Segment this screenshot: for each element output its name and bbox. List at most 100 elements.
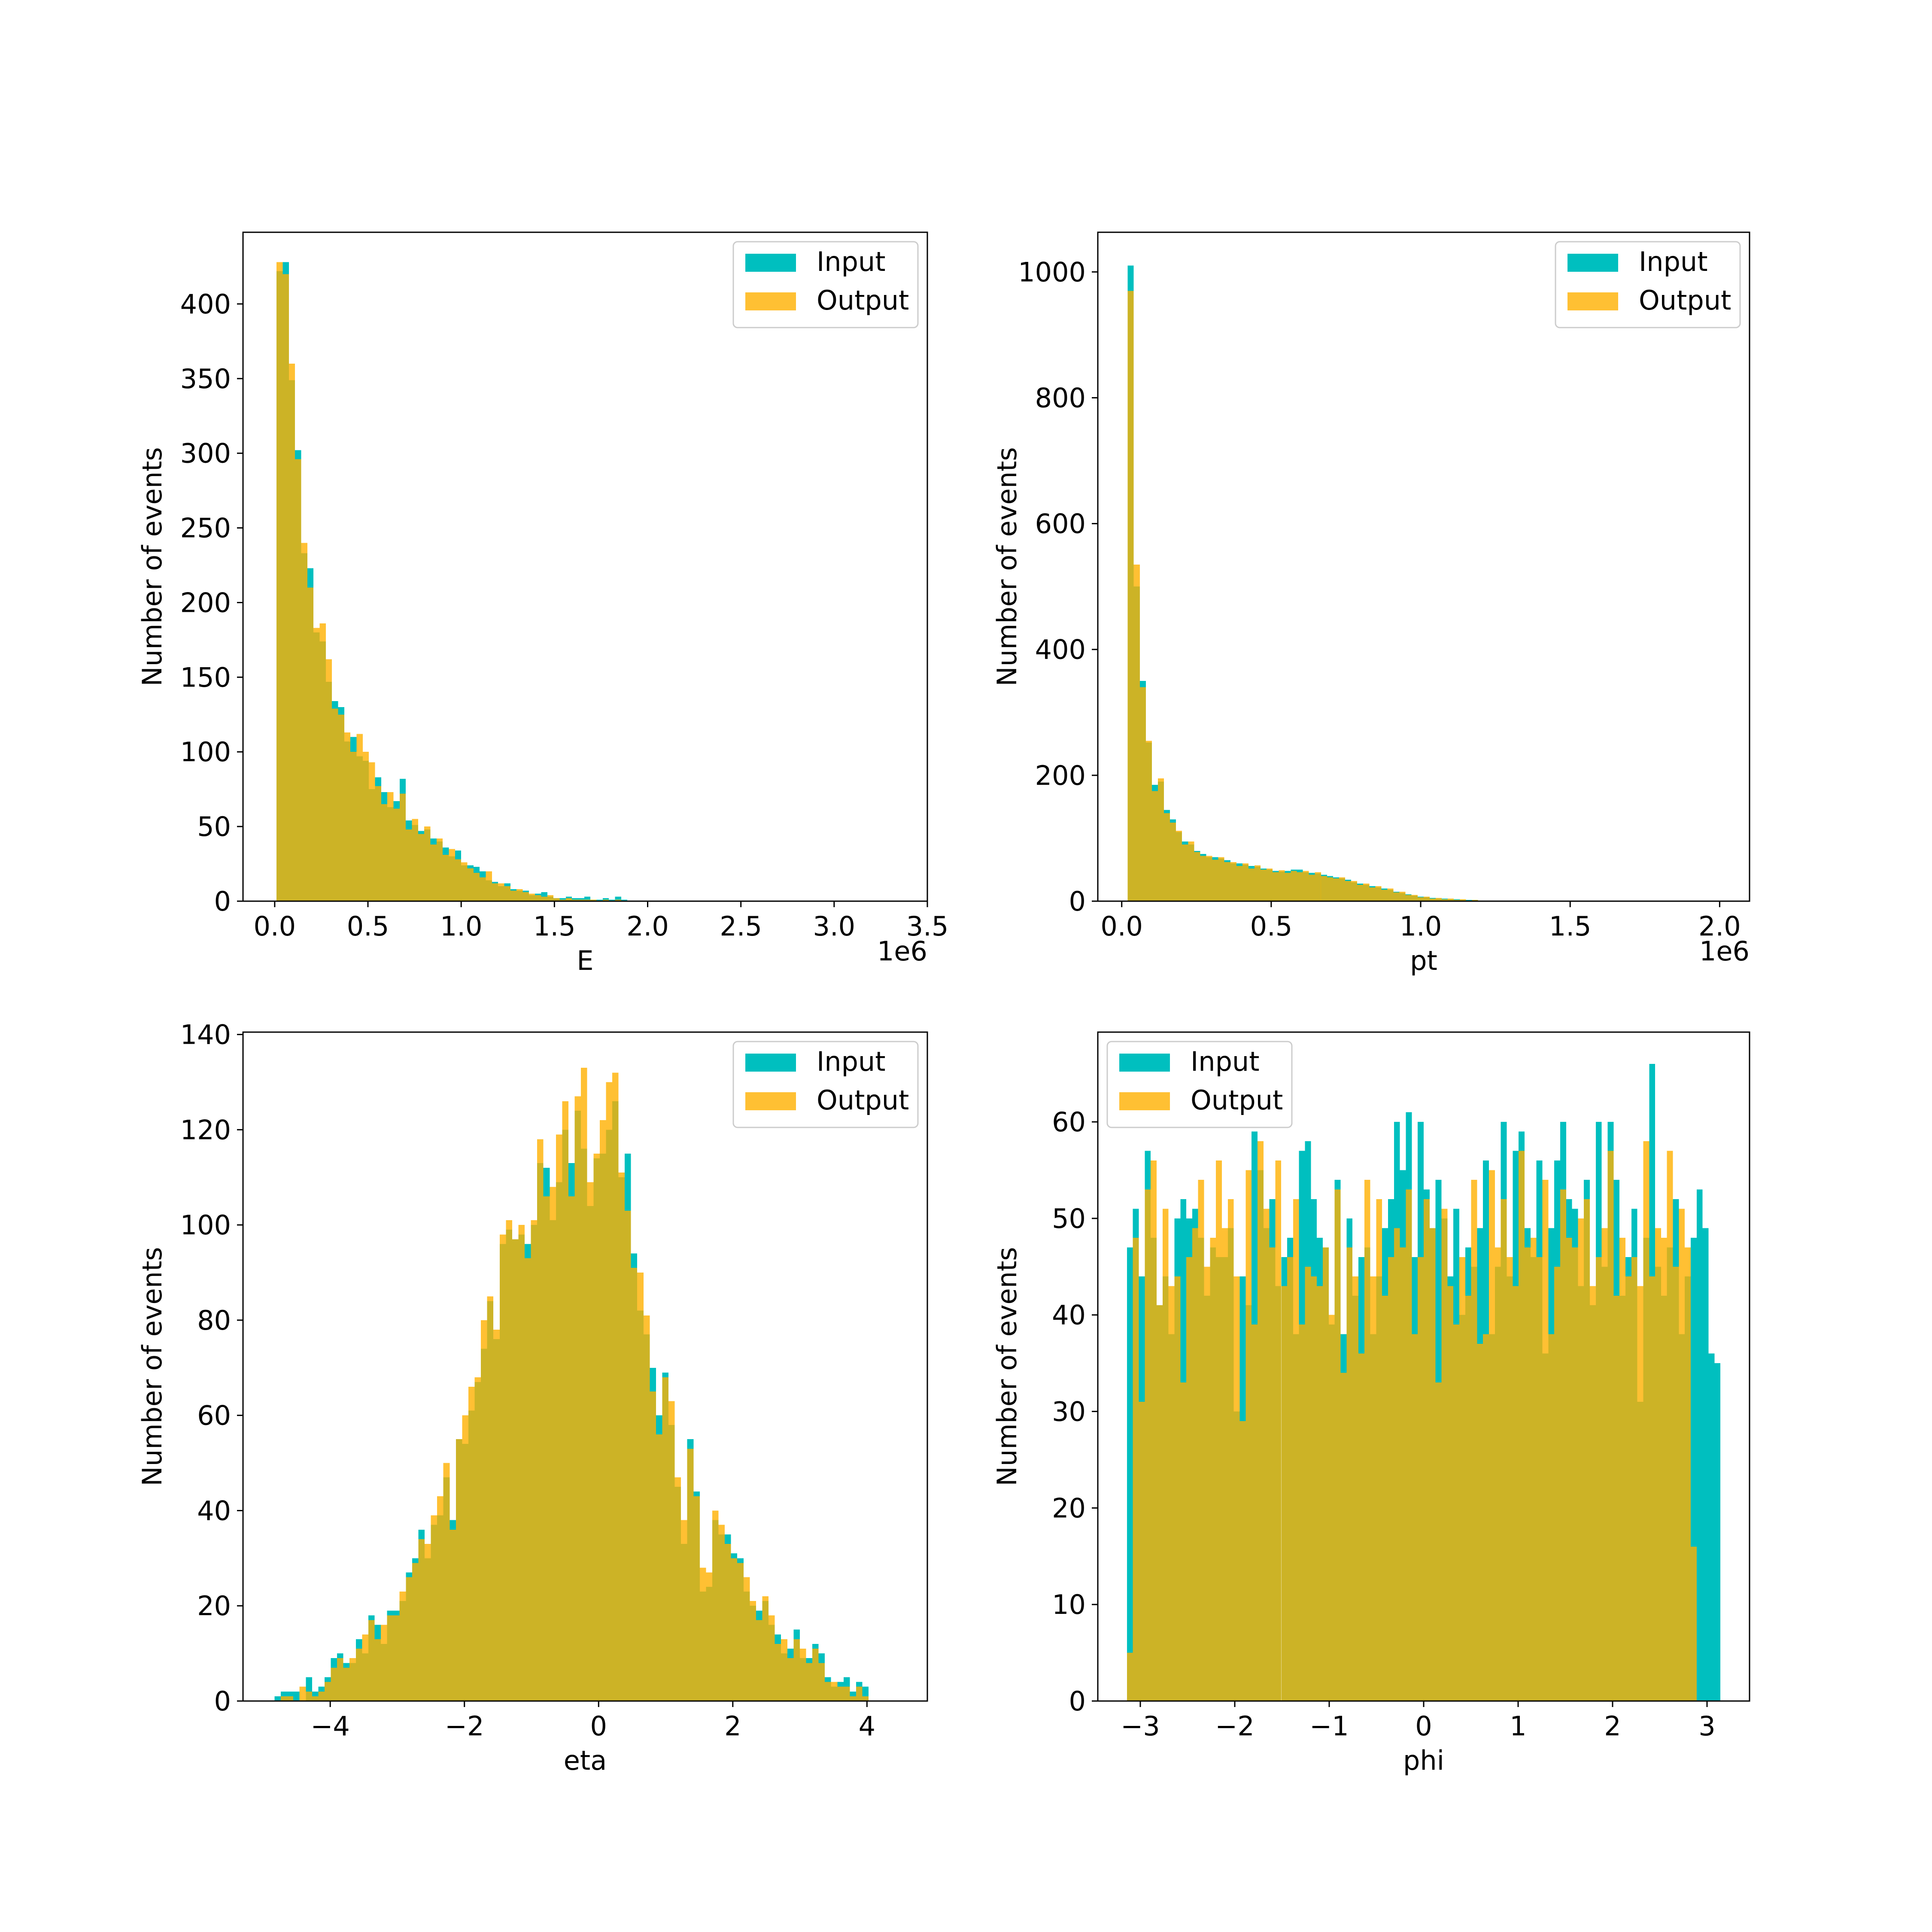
output-bar <box>699 1567 706 1701</box>
output-bar <box>1685 1247 1691 1701</box>
output-bar <box>712 1510 719 1701</box>
output-bar <box>468 1387 475 1701</box>
y-tick-label: 120 <box>180 1114 231 1145</box>
output-bar <box>725 1544 731 1701</box>
output-bar <box>1311 1276 1317 1701</box>
output-bar <box>537 1139 544 1701</box>
output-bar <box>818 1663 825 1701</box>
y-tick-label: 40 <box>1052 1300 1086 1331</box>
output-bar <box>498 883 504 901</box>
output-bar <box>431 1515 437 1701</box>
input-bar <box>596 899 603 901</box>
legend-swatch-output <box>1119 1092 1170 1110</box>
output-bar <box>306 1691 312 1701</box>
output-bar <box>1222 1228 1228 1701</box>
output-bar <box>331 1668 337 1701</box>
output-bar <box>1194 852 1200 901</box>
output-bar <box>437 1496 444 1701</box>
output-bar <box>1248 868 1255 901</box>
output-bar <box>1548 1334 1555 1701</box>
output-bar <box>1388 1257 1394 1701</box>
output-bar <box>1257 1141 1264 1701</box>
y-tick-label: 300 <box>180 438 231 469</box>
output-bar <box>1145 741 1152 901</box>
output-bar <box>681 1520 687 1701</box>
output-bar <box>812 1649 819 1701</box>
output-bar <box>1127 1653 1133 1701</box>
output-bar <box>1133 1237 1139 1701</box>
output-bar <box>706 1572 712 1701</box>
output-bar <box>668 1401 675 1701</box>
output-bar <box>1139 687 1146 901</box>
output-bar <box>625 1210 631 1701</box>
output-bar <box>615 899 621 901</box>
output-bar <box>837 1686 844 1701</box>
output-bar <box>504 886 510 901</box>
output-bar <box>1601 1228 1608 1701</box>
y-tick-label: 80 <box>197 1305 231 1336</box>
output-bar <box>295 459 301 901</box>
output-bar <box>1595 1257 1602 1701</box>
x-tick-label: 2.0 <box>626 911 669 942</box>
y-tick-label: 30 <box>1052 1396 1086 1428</box>
output-bar <box>541 896 547 901</box>
output-bar <box>1387 888 1394 901</box>
output-bar <box>1162 1209 1169 1701</box>
output-bar <box>568 1196 575 1701</box>
output-bar <box>1227 1199 1234 1701</box>
output-bar <box>1170 822 1176 901</box>
output-bar <box>662 1377 669 1701</box>
output-bar <box>443 855 449 901</box>
output-bar <box>1309 875 1315 901</box>
output-bar <box>631 1267 638 1701</box>
output-bar <box>737 1563 744 1701</box>
output-bar <box>762 1596 769 1701</box>
legend-swatch-input <box>1119 1054 1170 1072</box>
y-tick-label: 1000 <box>1018 256 1086 288</box>
output-bar <box>368 1620 375 1701</box>
output-bar <box>1375 886 1382 901</box>
output-bar <box>1204 1267 1210 1701</box>
output-bar <box>399 1591 406 1701</box>
output-bar <box>1333 878 1339 901</box>
output-bar <box>574 1096 581 1701</box>
output-bar <box>1127 291 1134 901</box>
y-axis-label: Number of events <box>991 1247 1023 1486</box>
x-tick-label: 1 <box>1510 1710 1526 1742</box>
x-tick-label: 2 <box>724 1710 741 1742</box>
output-bar <box>1655 1228 1661 1701</box>
output-bar <box>1212 860 1218 901</box>
y-tick-label: 20 <box>1052 1492 1086 1524</box>
output-bar <box>584 899 591 901</box>
output-bar <box>287 1696 294 1701</box>
x-tick-label: −2 <box>1215 1710 1254 1742</box>
output-bar <box>550 1187 556 1701</box>
output-bar <box>449 849 455 901</box>
x-tick-label: 1.5 <box>533 911 576 942</box>
output-bar <box>387 792 394 901</box>
output-bar <box>1376 1199 1382 1701</box>
output-bar <box>587 1182 594 1701</box>
y-tick-label: 400 <box>1035 634 1086 665</box>
output-bar <box>656 1434 662 1701</box>
output-bar <box>1584 1199 1590 1701</box>
output-bar <box>1182 844 1188 901</box>
output-bar <box>687 1449 694 1701</box>
output-bar <box>1691 1546 1697 1701</box>
output-bar <box>581 1068 587 1701</box>
output-bar <box>1542 1179 1549 1701</box>
x-tick-label: 2 <box>1604 1710 1621 1742</box>
output-bar <box>543 1196 550 1701</box>
output-bar <box>862 1696 869 1701</box>
output-bar <box>499 1234 506 1701</box>
output-bar <box>1275 1160 1282 1701</box>
output-bar <box>1363 883 1370 901</box>
legend-label-input: Input <box>817 246 886 277</box>
output-bar <box>1281 1286 1288 1701</box>
output-bar <box>1186 1257 1192 1701</box>
output-bar <box>1351 881 1358 901</box>
output-bar <box>718 1525 725 1701</box>
output-bar <box>307 587 314 901</box>
y-tick-label: 200 <box>180 587 231 618</box>
output-bar <box>418 834 425 901</box>
